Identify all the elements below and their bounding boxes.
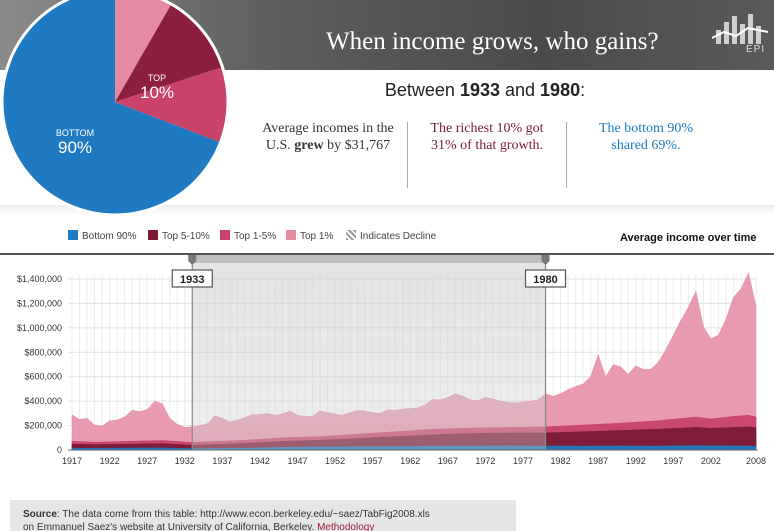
pie-top-label: TOP (148, 73, 166, 83)
legend-swatch (286, 230, 296, 240)
x-tick-label: 1927 (137, 456, 157, 466)
chart-top-rule (0, 253, 774, 255)
highlight-end-handle (541, 255, 550, 265)
pie-bottom-label: BOTTOM (56, 128, 94, 138)
y-tick-label: $800,000 (24, 347, 62, 357)
x-tick-label: 1992 (626, 456, 646, 466)
stat-average-growth: Average incomes in the U.S. grew by $31,… (262, 121, 394, 153)
pie-slice-top-1 (115, 0, 172, 102)
legend-swatch (148, 230, 158, 240)
pie-slice-bottom-90 (2, 0, 221, 215)
highlight-start-handle (188, 255, 197, 265)
legend-item-bottom-90[interactable]: Bottom 90% (68, 230, 136, 242)
divider (407, 122, 408, 188)
pie-bottom-value: 90% (58, 138, 92, 157)
x-tick-label: 1977 (513, 456, 533, 466)
pie-outline (0, 0, 230, 217)
page-title: When income grows, who gains? (326, 28, 659, 55)
end-year: 1980 (540, 80, 581, 100)
divider (566, 122, 567, 188)
legend-item-top-5-10[interactable]: Top 5-10% (148, 230, 210, 242)
x-tick-label: 1937 (212, 456, 232, 466)
period-headline: Between 1933 and 1980: (384, 80, 586, 100)
x-tick-label: 1982 (551, 456, 571, 466)
decline-hatch-icon (346, 230, 356, 240)
x-tick-label: 1917 (62, 456, 82, 466)
y-tick-label: $600,000 (24, 372, 62, 382)
x-tick-label: 1952 (325, 456, 345, 466)
legend-swatch (220, 230, 230, 240)
pie-slice-top-5-10 (115, 4, 223, 102)
x-tick-label: 1957 (363, 456, 383, 466)
epi-logo-icon (712, 14, 768, 44)
highlight-band-top (192, 255, 546, 263)
highlight-band (192, 255, 546, 450)
x-tick-label: 1962 (400, 456, 420, 466)
start-year: 1933 (459, 80, 500, 100)
y-tick-label: $200,000 (24, 421, 62, 431)
x-tick-label: 1997 (663, 456, 683, 466)
x-tick-label: 1922 (100, 456, 120, 466)
legend-item-top-1-5[interactable]: Top 1-5% (220, 230, 276, 242)
pie-slice-top-1-5 (115, 67, 229, 143)
highlight-start-box (171, 269, 213, 288)
y-tick-label: $1,200,000 (17, 298, 62, 308)
legend-item-decline: Indicates Decline (346, 230, 436, 242)
epi-logo-text: EPI (746, 44, 766, 55)
chart-title: Average income over time (620, 232, 757, 244)
legend-swatch (68, 230, 78, 240)
legend-item-top-1[interactable]: Top 1% (286, 230, 333, 242)
methodology-link[interactable]: Methodology (317, 522, 375, 531)
y-tick-label: 0 (57, 445, 62, 455)
stat-richest-share: The richest 10% got 31% of that growth. (430, 121, 544, 153)
income-area-chart: 1933 1980 0 $200,000 $400,000 $600,000 $800,0… (17, 255, 766, 466)
highlight-end-label: 1980 (533, 274, 557, 286)
y-tick-label: $1,400,000 (17, 274, 62, 284)
x-tick-label: 1942 (250, 456, 270, 466)
header-shadow (0, 205, 774, 215)
x-tick-label: 1972 (475, 456, 495, 466)
source-note: Source: The data come from this table: h… (10, 500, 516, 531)
highlight-end-box (524, 269, 567, 288)
stat-bottom-share: The bottom 90% shared 69%. (598, 121, 694, 153)
y-tick-label: $400,000 (24, 396, 62, 406)
x-tick-label: 1987 (588, 456, 608, 466)
y-tick-label: $1,000,000 (17, 323, 62, 333)
x-tick-label: 2002 (701, 456, 721, 466)
x-tick-label: 1967 (438, 456, 458, 466)
x-tick-label: 1947 (287, 456, 307, 466)
x-tick-label: 2008 (746, 456, 766, 466)
x-tick-label: 1932 (175, 456, 195, 466)
highlight-start-label: 1933 (180, 274, 204, 286)
share-pie-chart: TOP 10% BOTTOM 90% (0, 0, 230, 217)
pie-top-value: 10% (140, 83, 174, 102)
